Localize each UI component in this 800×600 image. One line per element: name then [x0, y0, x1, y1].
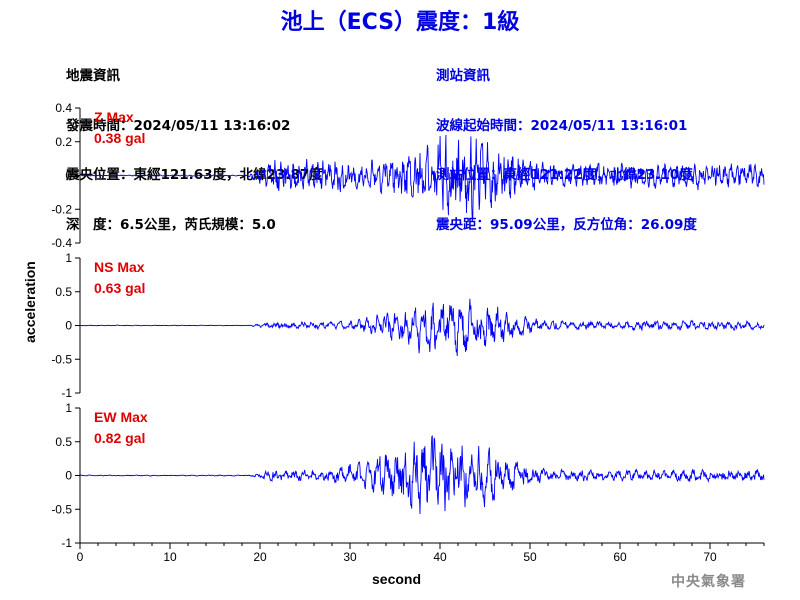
station-info-heading: 測站資訊: [436, 68, 490, 84]
y-tick-label: -0.2: [51, 202, 72, 216]
panel-ns: 1 0.5 0 -0.5 -1 NS Max 0.63 gal: [51, 251, 765, 400]
x-tick-label: 40: [433, 550, 447, 564]
x-tick-label: 0: [77, 550, 84, 564]
max-label-value: 0.63 gal: [94, 280, 145, 296]
max-label-value: 0.82 gal: [94, 430, 145, 446]
y-tick-label: -0.5: [51, 352, 72, 366]
y-tick-label: -0.4: [51, 236, 72, 250]
station-title: 池上（ECS）震度：1級: [280, 10, 520, 35]
y-tick-label: 0.2: [55, 135, 72, 149]
y-tick-label: -1: [61, 386, 72, 400]
wave-start-time: 波線起始時間：2024/05/11 13:16:01: [436, 117, 688, 134]
station-info: 測站資訊 波線起始時間：2024/05/11 13:16:01 測站位置：東經1…: [436, 35, 697, 250]
x-axis: 0 10 20 30 40 50 60 70: [77, 542, 765, 564]
y-tick-label: 1: [65, 251, 72, 265]
y-tick-label: -0.5: [51, 502, 72, 516]
y-tick-label: 0: [65, 319, 72, 333]
x-axis-label: second: [372, 571, 422, 587]
trace-ns: [80, 298, 765, 357]
panel-ew: 1 0.5 0 -0.5 -1 EW Max 0.82 gal: [51, 401, 765, 550]
max-label-title: Z Max: [94, 109, 134, 125]
origin-time: 發震時間：2024/05/11 13:16:02: [66, 117, 291, 134]
y-tick-label: 0: [65, 469, 72, 483]
earthquake-info: 地震資訊 發震時間：2024/05/11 13:16:02 震央位置：東經121…: [66, 35, 323, 250]
max-label-value: 0.38 gal: [94, 130, 145, 146]
agency-footer: 中央氣象署: [671, 574, 746, 590]
x-tick-label: 20: [253, 550, 267, 564]
x-tick-label: 70: [703, 550, 717, 564]
y-tick-label: 0.5: [55, 435, 72, 449]
y-axis-label: acceleration: [22, 261, 38, 343]
max-label-title: EW Max: [94, 409, 148, 425]
earthquake-info-heading: 地震資訊: [66, 68, 120, 84]
trace-ew: [80, 435, 765, 515]
panel-z: 0.4 0.2 0 -0.2 -0.4 Z Max 0.38 gal: [51, 101, 765, 250]
y-tick-label: 0: [65, 169, 72, 183]
distance-azimuth: 震央距：95.09公里，反方位角：26.09度: [436, 216, 697, 233]
y-tick-label: 1: [65, 401, 72, 415]
x-tick-label: 30: [343, 550, 357, 564]
y-tick-label: 0.5: [55, 285, 72, 299]
x-tick-label: 10: [163, 550, 177, 564]
y-tick-label: -1: [61, 536, 72, 550]
x-tick-label: 60: [613, 550, 627, 564]
depth-magnitude: 深 度：6.5公里，芮氏規模：5.0: [66, 216, 276, 233]
max-label-title: NS Max: [94, 259, 145, 275]
x-tick-label: 50: [523, 550, 537, 564]
y-tick-label: 0.4: [55, 101, 72, 115]
trace-z: [79, 134, 765, 222]
